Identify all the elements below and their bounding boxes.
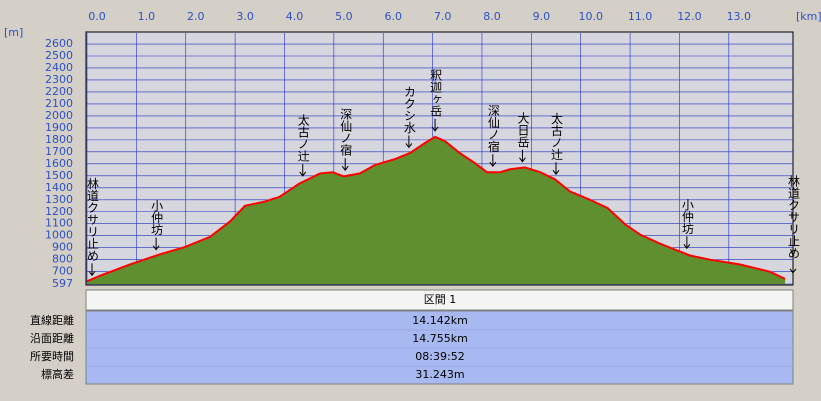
y-tick-label: 1500: [45, 169, 73, 182]
x-tick-label: 2.0: [187, 10, 205, 23]
annotation: カクシ水: [402, 85, 416, 133]
y-tick-label: 1700: [45, 145, 73, 158]
x-tick-label: 4.0: [286, 10, 304, 23]
row-label: 直線距離: [30, 313, 74, 327]
annotation: 林道クサリ止め: [787, 174, 801, 258]
row-value: 14.755km: [412, 332, 468, 345]
row-value: 14.142km: [412, 314, 468, 327]
y-tick-label: 597: [52, 277, 73, 290]
y-tick-label: 1000: [45, 229, 73, 242]
y-tick-label: 1400: [45, 181, 73, 194]
annotation: 林道クサリ止め: [86, 177, 100, 261]
y-tick-label: 1300: [45, 193, 73, 206]
annotation: 太古ノ辻: [296, 112, 310, 161]
y-tick-label: 1600: [45, 157, 73, 170]
profile-line: [86, 135, 786, 283]
row-label: 所要時間: [30, 350, 74, 363]
annotation: 大日岳: [516, 111, 530, 147]
annotation: 太古ノ辻: [550, 111, 564, 160]
y-tick-label: 1200: [45, 205, 73, 218]
table-header-text: 区間 1: [424, 293, 457, 306]
area: [87, 136, 786, 284]
annotation: 深仙ノ宿: [339, 108, 353, 156]
annotation-arrowhead: [552, 169, 560, 176]
x-tick-label: 0.0: [88, 10, 106, 23]
row-value: 31.243m: [415, 368, 464, 381]
y-tick-label: 2000: [45, 109, 73, 122]
x-tick-label: 8.0: [483, 10, 501, 23]
y-tick-label: 2300: [45, 73, 73, 86]
y-tick-label: 2600: [45, 37, 73, 50]
annotation: 釈迦ヶ岳: [429, 68, 443, 116]
y-tick-label: 2200: [45, 85, 73, 98]
annotation: 小仲坊: [680, 198, 694, 234]
row-label: 沿面距離: [30, 331, 74, 345]
x-tick-label: 10.0: [578, 10, 603, 23]
table-header: [85, 289, 794, 311]
x-tick-label: 5.0: [335, 10, 353, 23]
row-value: 08:39:52: [415, 350, 464, 363]
y-unit: [m]: [4, 26, 23, 39]
annotation-arrowhead: [519, 157, 526, 163]
annotation-arrowhead: [431, 126, 439, 132]
y-tick-label: 2100: [45, 97, 73, 110]
annotation-arrowhead: [789, 268, 797, 274]
annotation-arrowhead: [341, 165, 349, 171]
x-tick-label: 6.0: [384, 10, 402, 23]
annotation-arrowhead: [299, 171, 307, 177]
y-tick-label: 1100: [45, 217, 73, 230]
x-unit: [km]: [796, 10, 821, 23]
y-tick-label: 2400: [45, 61, 73, 74]
annotation: 深仙ノ宿: [486, 104, 500, 152]
x-tick-label: 9.0: [533, 10, 551, 23]
row-label: 標高差: [41, 367, 74, 381]
annotation-arrowhead: [88, 270, 96, 277]
annotation-arrowhead: [152, 245, 160, 251]
annotation-arrowhead: [683, 244, 691, 250]
annotation-arrowhead: [405, 143, 413, 149]
x-tick-label: 12.0: [677, 10, 702, 23]
x-tick-label: 7.0: [434, 10, 452, 23]
x-tick-label: 11.0: [628, 10, 653, 23]
x-tick-label: 3.0: [236, 10, 254, 23]
y-tick-label: 800: [52, 253, 73, 266]
x-tick-label: 1.0: [138, 10, 156, 23]
y-tick-label: 900: [52, 241, 73, 254]
x-tick-label: 13.0: [727, 10, 752, 23]
annotation-arrowhead: [489, 161, 497, 168]
y-tick-label: 1800: [45, 133, 73, 146]
y-tick-label: 1900: [45, 121, 73, 134]
y-tick-label: 700: [52, 265, 73, 278]
y-tick-label: 2500: [45, 49, 73, 62]
annotation: 小仲坊: [150, 199, 164, 235]
